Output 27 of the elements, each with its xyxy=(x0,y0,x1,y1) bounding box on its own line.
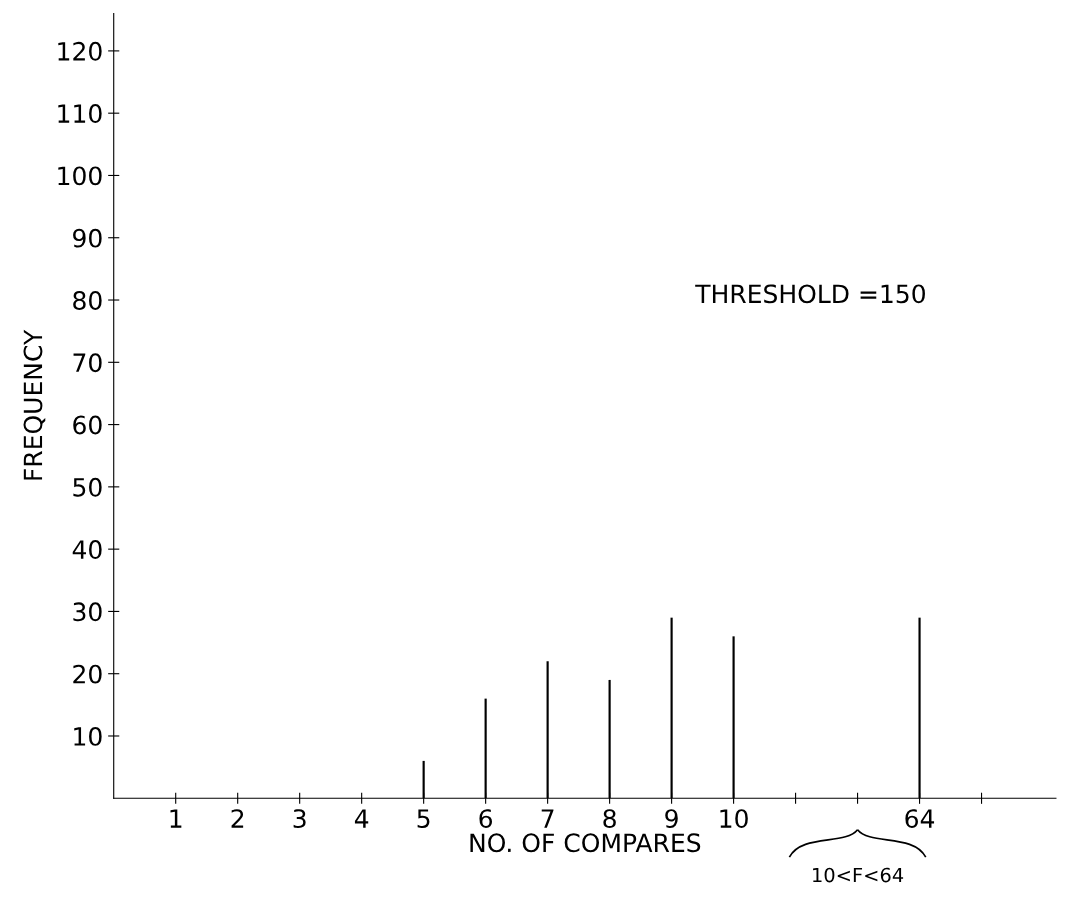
y-tick-label: 110 xyxy=(58,104,102,124)
x-tick-label: 6 xyxy=(479,809,493,829)
y-tick-label: 20 xyxy=(73,664,102,684)
x-tick-label: 7 xyxy=(541,809,554,828)
x-tick-label: 3 xyxy=(293,809,306,829)
y-tick-label: 120 xyxy=(58,41,102,61)
x-tick-label: 2 xyxy=(231,809,244,828)
text: 10<F<64 xyxy=(813,867,904,883)
x-tick-label: 10 xyxy=(720,809,748,829)
x-tick-label: 9 xyxy=(665,809,678,829)
y-tick-label: 90 xyxy=(73,228,102,248)
y-axis-title: FREQUENCY xyxy=(23,329,46,480)
y-tick-label: 100 xyxy=(58,166,102,186)
annotation: THRESHOLD =150 xyxy=(695,284,925,304)
x-axis-title: NO. OF COMPARES xyxy=(470,833,701,853)
y-tick-label: 40 xyxy=(72,540,102,559)
y-tick-label: 80 xyxy=(73,290,102,310)
x-tick-label: 64 xyxy=(905,809,935,829)
y-tick-label: 70 xyxy=(73,353,102,373)
y-tick-label: 10 xyxy=(74,726,102,746)
y-tick-label: 60 xyxy=(73,415,102,435)
x-tick-label: 1 xyxy=(170,809,182,828)
x-tick-label: 8 xyxy=(603,809,616,829)
y-tick-label: 30 xyxy=(73,602,102,622)
x-tick-label: 4 xyxy=(354,809,369,828)
x-tick-label: 5 xyxy=(417,809,430,829)
y-tick-label: 50 xyxy=(73,477,102,497)
